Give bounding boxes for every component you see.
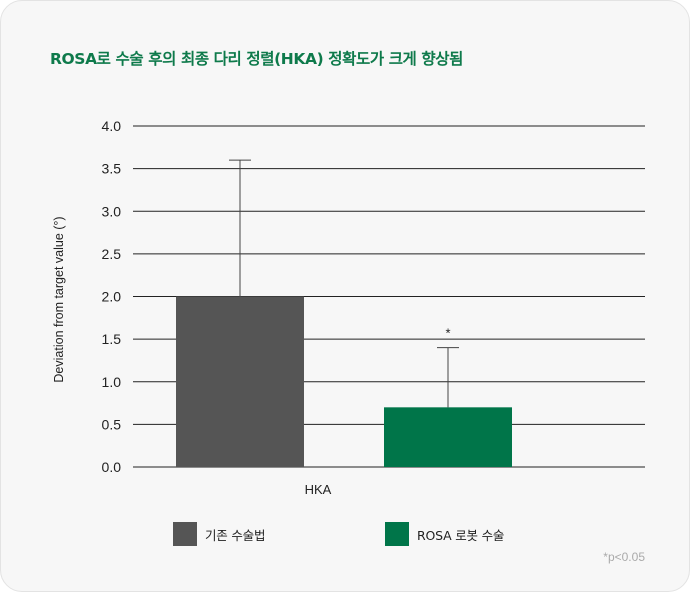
significance-marker: *	[445, 326, 450, 341]
y-tick-label: 0.0	[102, 459, 122, 475]
bar-rosa	[384, 407, 512, 467]
legend-label-rosa: ROSA 로봇 수술	[417, 527, 505, 543]
bar-conventional	[176, 296, 304, 467]
legend-swatch-conventional	[173, 522, 197, 546]
y-tick-label: 0.5	[102, 416, 122, 432]
y-tick-label: 2.0	[102, 289, 122, 305]
y-tick-label: 2.5	[102, 246, 122, 262]
significance-footnote: *p<0.05	[603, 550, 645, 564]
x-category-label: HKA	[305, 482, 332, 497]
y-tick-label: 3.5	[102, 161, 122, 177]
y-tick-label: 1.0	[102, 374, 122, 390]
legend-item-conventional: 기존 수술법	[173, 522, 265, 546]
y-axis-label: Deviation from target value (°)	[52, 216, 66, 382]
y-tick-label: 4.0	[102, 118, 122, 134]
y-tick-label: 3.0	[102, 203, 122, 219]
chart-title: ROSA로 수술 후의 최종 다리 정렬(HKA) 정확도가 크게 향상됨	[50, 50, 463, 68]
legend-swatch-rosa	[385, 522, 409, 546]
y-tick-label: 1.5	[102, 331, 122, 347]
legend-label-conventional: 기존 수술법	[205, 527, 266, 543]
legend-item-rosa: ROSA 로봇 수술	[385, 522, 504, 546]
